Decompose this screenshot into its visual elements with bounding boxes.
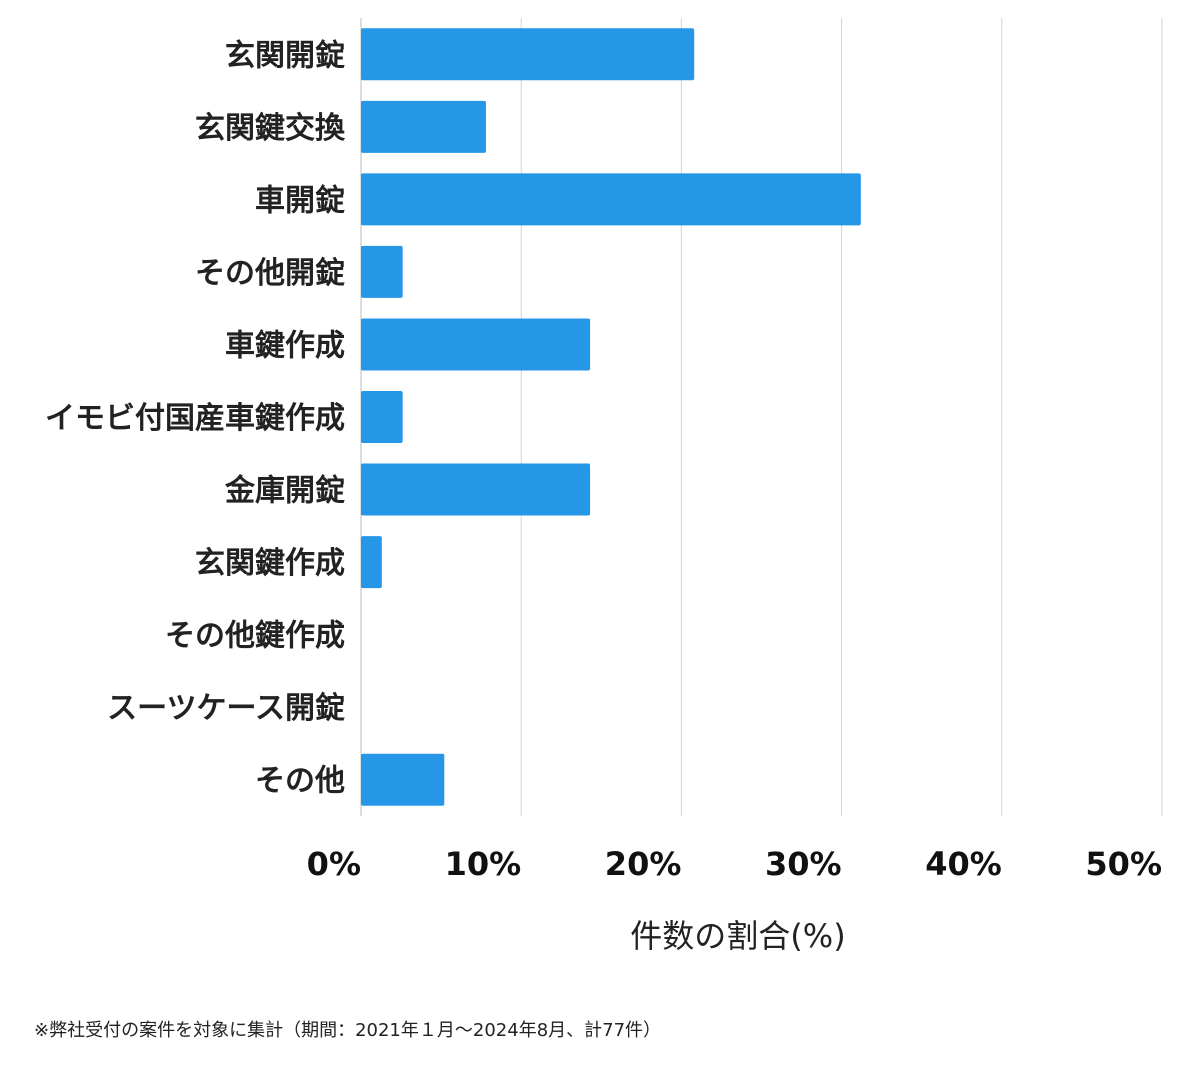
category-label: その他鍵作成 <box>165 619 345 654</box>
bar-chart: 玄関開錠玄関鍵交換車開錠その他開錠車鍵作成イモビ付国産車鍵作成金庫開錠玄関鍵作成… <box>45 18 1163 955</box>
category-label: イモビ付国産車鍵作成 <box>45 401 345 436</box>
category-label: 車鍵作成 <box>225 328 345 363</box>
x-tick-label: 50% <box>1085 845 1162 883</box>
bar <box>361 173 861 226</box>
bar <box>361 318 591 371</box>
bar <box>361 391 403 443</box>
x-tick-label: 40% <box>925 845 1002 883</box>
category-label: 玄関鍵作成 <box>195 546 345 581</box>
grid-lines <box>360 18 1163 816</box>
footnote: ※弊社受付の案件を対象に集計（期間：2021年１月〜2024年8月、計77件） <box>34 1020 662 1041</box>
bar <box>361 100 486 153</box>
category-label: 金庫開錠 <box>224 474 345 509</box>
category-label: 車開錠 <box>255 183 345 218</box>
x-axis-title: 件数の割合(%) <box>630 917 845 955</box>
x-tick-labels: 0% 10% 20% 30% 40% 50% <box>307 845 1162 883</box>
category-label: 玄関開錠 <box>225 38 345 73</box>
category-labels: 玄関開錠玄関鍵交換車開錠その他開錠車鍵作成イモビ付国産車鍵作成金庫開錠玄関鍵作成… <box>45 38 346 798</box>
bar <box>361 463 591 516</box>
bar <box>361 536 382 589</box>
bar <box>361 28 695 81</box>
bar <box>361 245 403 298</box>
x-tick-label: 20% <box>605 845 682 883</box>
bars <box>361 28 861 806</box>
x-tick-label: 10% <box>445 845 522 883</box>
x-tick-label: 0% <box>307 845 361 883</box>
category-label: スーツケース開錠 <box>107 691 345 726</box>
bar <box>361 753 445 806</box>
x-tick-label: 30% <box>765 845 842 883</box>
category-label: その他 <box>255 764 345 799</box>
category-label: その他開錠 <box>195 256 345 291</box>
category-label: 玄関鍵交換 <box>195 111 346 146</box>
